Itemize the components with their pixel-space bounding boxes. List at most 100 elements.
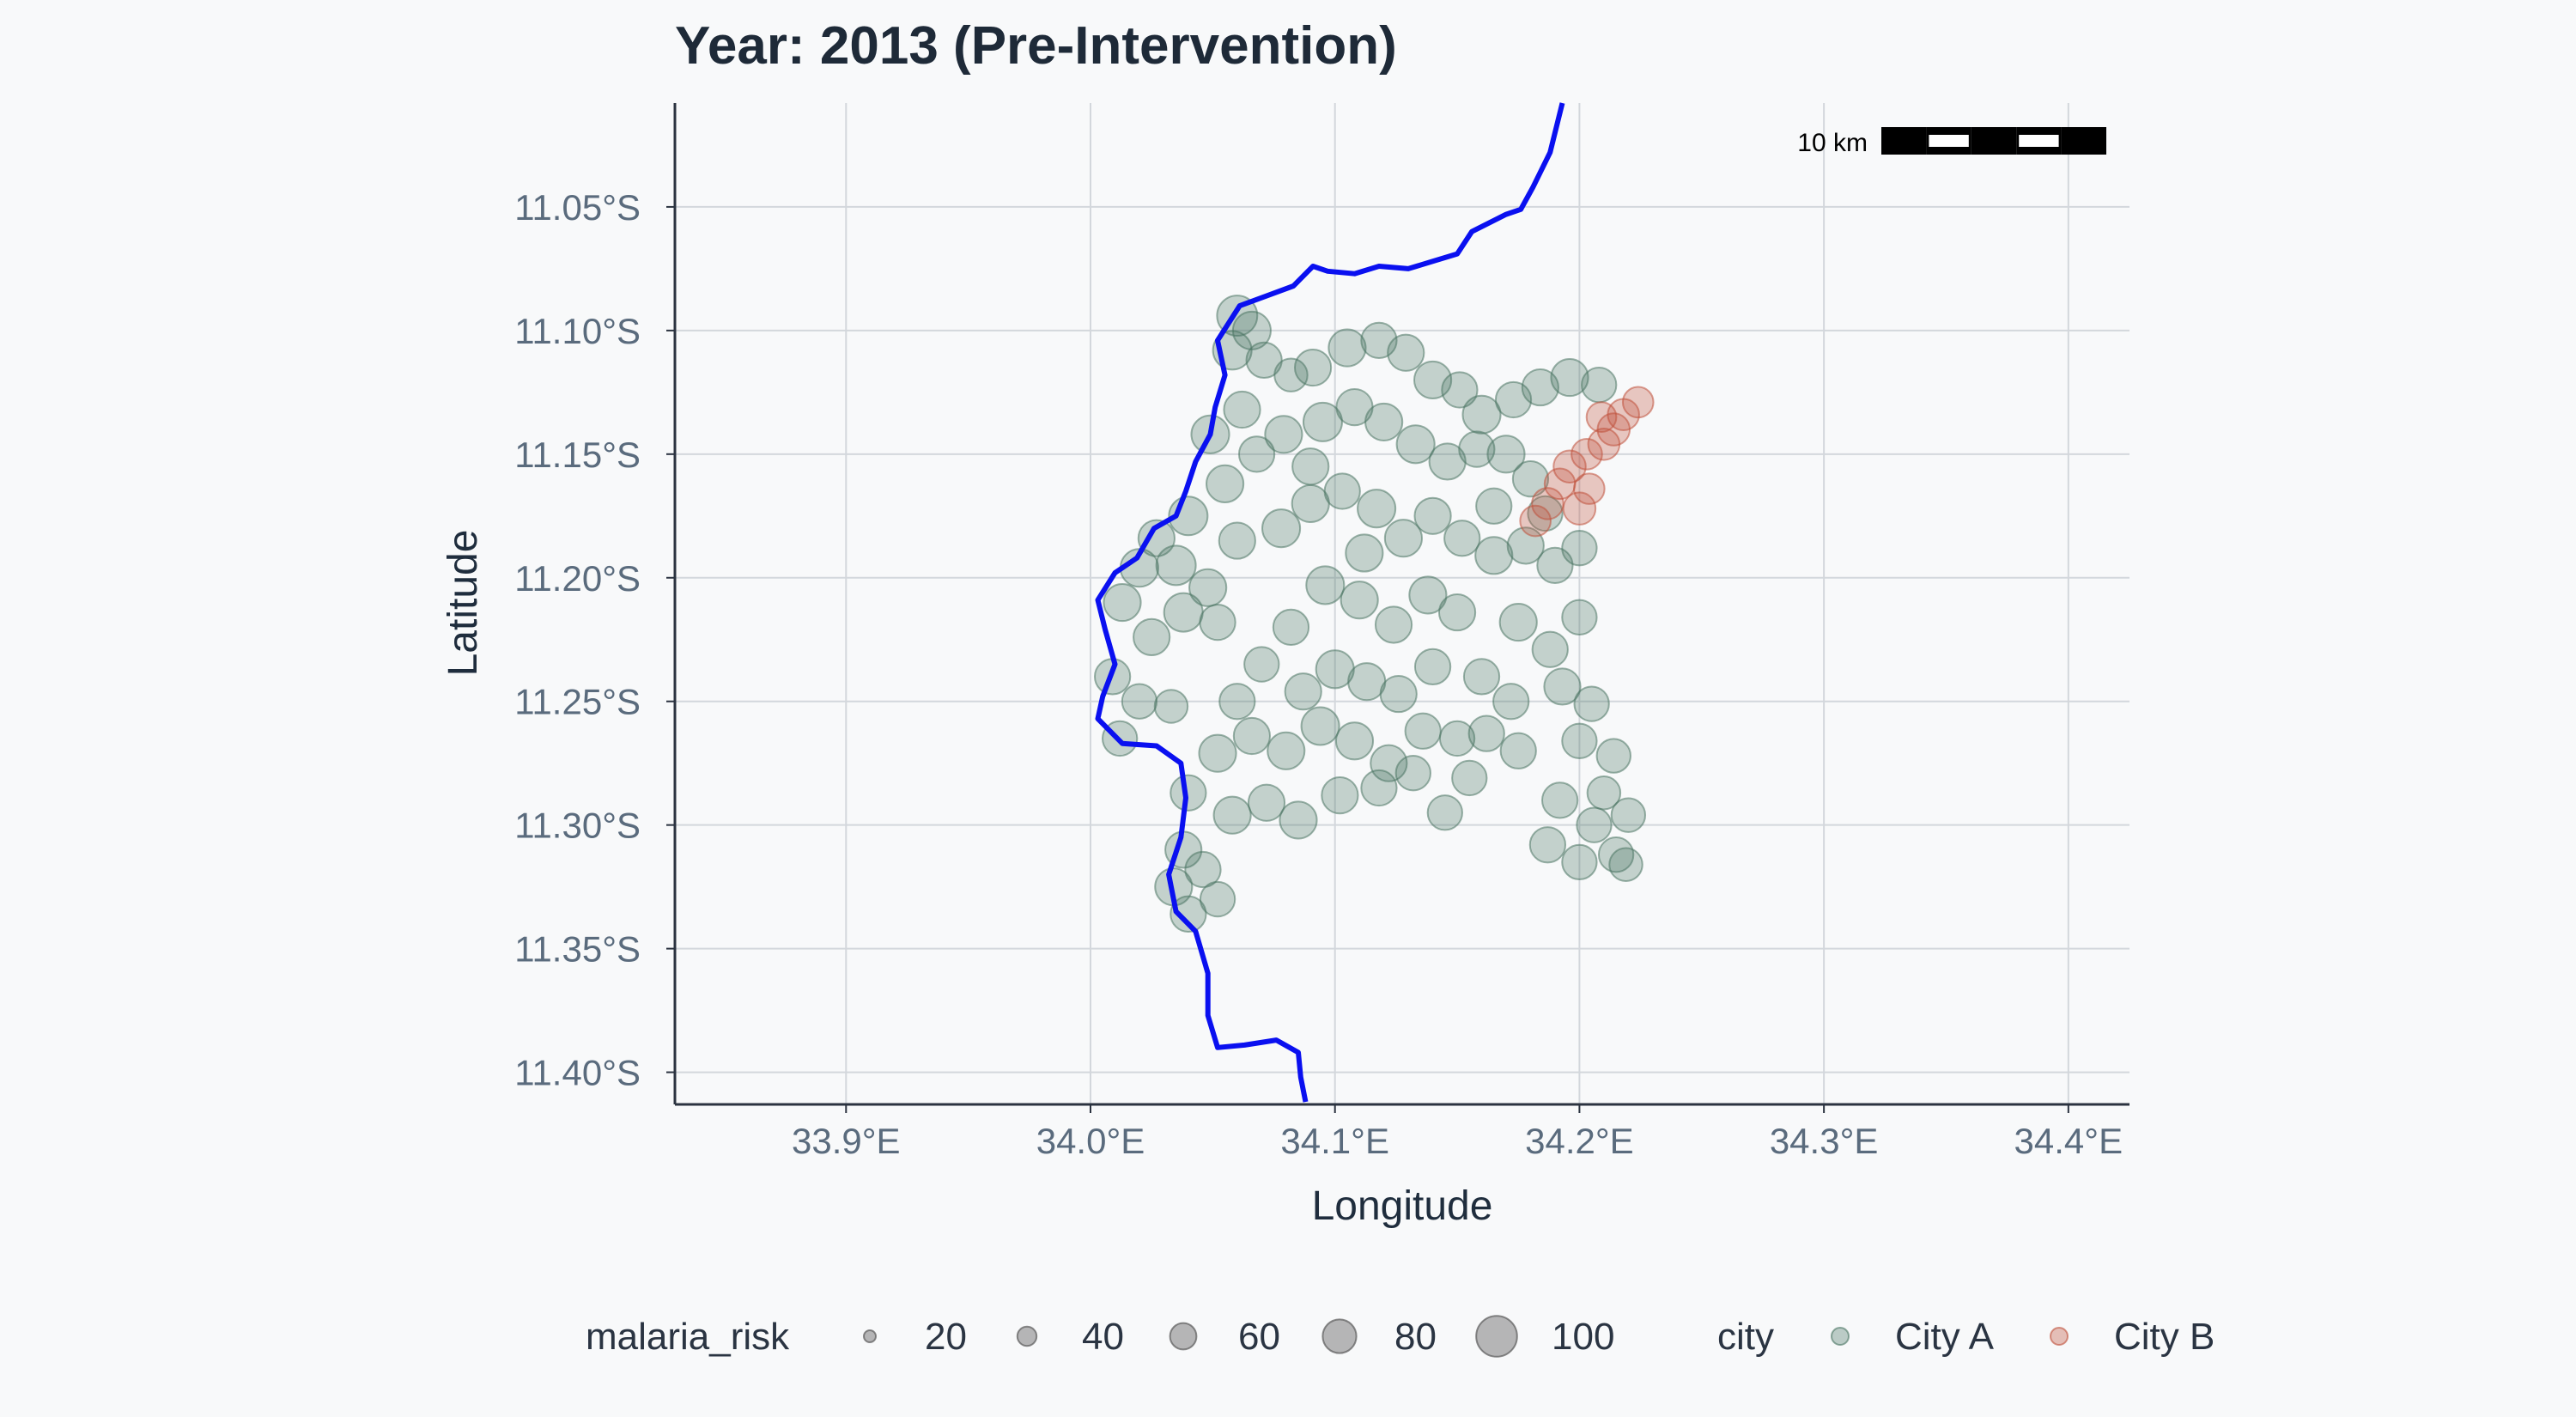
data-point-city-a xyxy=(1437,593,1477,632)
data-point-city-a xyxy=(1370,744,1408,782)
data-point-city-a xyxy=(1188,568,1228,607)
data-point-city-a xyxy=(1561,722,1598,759)
data-point-city-a xyxy=(1467,715,1505,752)
x-tick-label: 34.2°E xyxy=(1525,1121,1634,1161)
data-point-city-a xyxy=(1133,617,1171,656)
data-point-city-b xyxy=(1572,472,1606,505)
data-point-city-a xyxy=(1137,519,1176,557)
chart-title: Year: 2013 (Pre-Intervention) xyxy=(675,16,1397,76)
data-point-city-a xyxy=(1413,496,1452,535)
data-point-city-a xyxy=(1387,333,1425,372)
data-point-city-a xyxy=(1170,895,1207,933)
y-tick-label: 11.05°S xyxy=(514,187,641,228)
data-point-city-a xyxy=(1576,806,1613,843)
river-path xyxy=(1095,102,1565,1103)
x-tick-label: 34.1°E xyxy=(1280,1121,1389,1161)
data-points xyxy=(1093,295,1655,933)
data-point-city-a xyxy=(1458,430,1496,468)
legend-color-label: City A xyxy=(1895,1316,1995,1358)
data-point-city-a xyxy=(1498,603,1538,642)
data-point-city-a xyxy=(1279,800,1318,840)
data-point-city-a xyxy=(1581,367,1618,404)
data-point-city-b xyxy=(1571,438,1603,471)
data-point-city-a xyxy=(1212,795,1252,835)
data-point-city-a xyxy=(1199,880,1236,918)
data-point-city-a xyxy=(1451,759,1488,797)
data-point-city-a xyxy=(1163,592,1204,633)
data-point-city-a xyxy=(1247,783,1286,822)
data-point-city-a xyxy=(1561,843,1598,881)
data-point-city-a xyxy=(1586,775,1622,811)
data-point-city-a xyxy=(1441,371,1479,409)
data-point-city-a xyxy=(1243,646,1280,683)
scale-bar-segment xyxy=(1881,127,1927,155)
data-point-city-a xyxy=(1528,826,1567,864)
data-point-city-a xyxy=(1302,401,1343,442)
data-point-city-a xyxy=(1327,328,1367,368)
data-point-city-a xyxy=(1499,732,1537,769)
data-point-city-a xyxy=(1218,683,1256,721)
legend-size-key xyxy=(1321,1318,1358,1354)
data-point-city-a xyxy=(1340,581,1379,620)
data-point-city-a xyxy=(1561,530,1598,567)
legend-size-title: malaria_risk xyxy=(586,1316,790,1358)
data-point-city-a xyxy=(1360,769,1398,807)
y-tick-label: 11.25°S xyxy=(514,682,641,722)
data-point-city-a xyxy=(1357,489,1397,529)
data-point-city-a xyxy=(1272,608,1310,646)
legend-size-label: 60 xyxy=(1238,1316,1280,1358)
data-point-city-a xyxy=(1323,472,1361,510)
scale-bar-segment xyxy=(2019,135,2059,147)
data-point-city-a xyxy=(1462,658,1501,696)
data-point-city-a xyxy=(1261,508,1302,549)
data-point-city-a xyxy=(1486,435,1526,474)
data-point-city-a xyxy=(1293,348,1333,387)
data-point-city-a xyxy=(1273,357,1309,392)
data-point-city-a xyxy=(1426,794,1463,831)
y-tick-label: 11.35°S xyxy=(514,929,641,970)
legend-color-key xyxy=(2050,1327,2069,1346)
legend-color-title: city xyxy=(1717,1316,1774,1358)
legend-size-label: 100 xyxy=(1552,1316,1614,1358)
data-point-city-a xyxy=(1573,685,1610,722)
data-point-city-b xyxy=(1587,428,1621,461)
data-point-city-a xyxy=(1408,575,1448,615)
scale-bar-segment xyxy=(1971,127,2017,155)
data-point-city-a xyxy=(1300,706,1340,746)
scale-bar-segment xyxy=(1929,135,1969,147)
data-point-city-a xyxy=(1561,599,1598,636)
data-point-city-a xyxy=(1284,672,1322,711)
y-axis-title: Latitude xyxy=(440,530,486,677)
data-point-city-a xyxy=(1206,464,1245,503)
data-point-city-b xyxy=(1552,449,1587,483)
data-point-city-a xyxy=(1531,630,1569,668)
data-point-city-a xyxy=(1383,519,1423,558)
legend-size-label: 40 xyxy=(1082,1316,1124,1358)
data-point-city-a xyxy=(1492,683,1530,721)
data-point-city-b xyxy=(1562,491,1597,526)
axes: 33.9°E 34.0°E 34.1°E 34.2°E 34.3°E 34.4°E 11.0… xyxy=(514,103,2129,1161)
data-point-city-a xyxy=(1334,721,1375,761)
data-point-city-a xyxy=(1608,847,1643,882)
data-point-city-a xyxy=(1443,520,1481,557)
data-point-city-a xyxy=(1199,603,1236,642)
legend-size-key xyxy=(863,1329,877,1343)
data-point-city-a xyxy=(1321,776,1359,815)
legend-size-key xyxy=(1169,1322,1198,1351)
data-point-city-a xyxy=(1223,390,1261,429)
data-point-city-a xyxy=(1541,781,1579,819)
data-point-city-a xyxy=(1184,850,1222,889)
data-point-city-a xyxy=(1291,447,1330,486)
data-point-city-a xyxy=(1198,733,1237,773)
data-point-city-a xyxy=(1475,487,1513,525)
data-point-city-a xyxy=(1395,424,1436,465)
y-tick-label: 11.30°S xyxy=(514,806,641,846)
data-point-city-a xyxy=(1511,459,1550,498)
data-point-city-b xyxy=(1585,401,1618,433)
data-point-city-a xyxy=(1121,683,1158,720)
scale-bar-label: 10 km xyxy=(1797,129,1868,157)
data-point-city-a xyxy=(1245,341,1283,380)
data-point-city-a xyxy=(1305,565,1346,605)
legend-size-label: 20 xyxy=(925,1316,967,1358)
scale-bar-segment xyxy=(2061,127,2106,155)
